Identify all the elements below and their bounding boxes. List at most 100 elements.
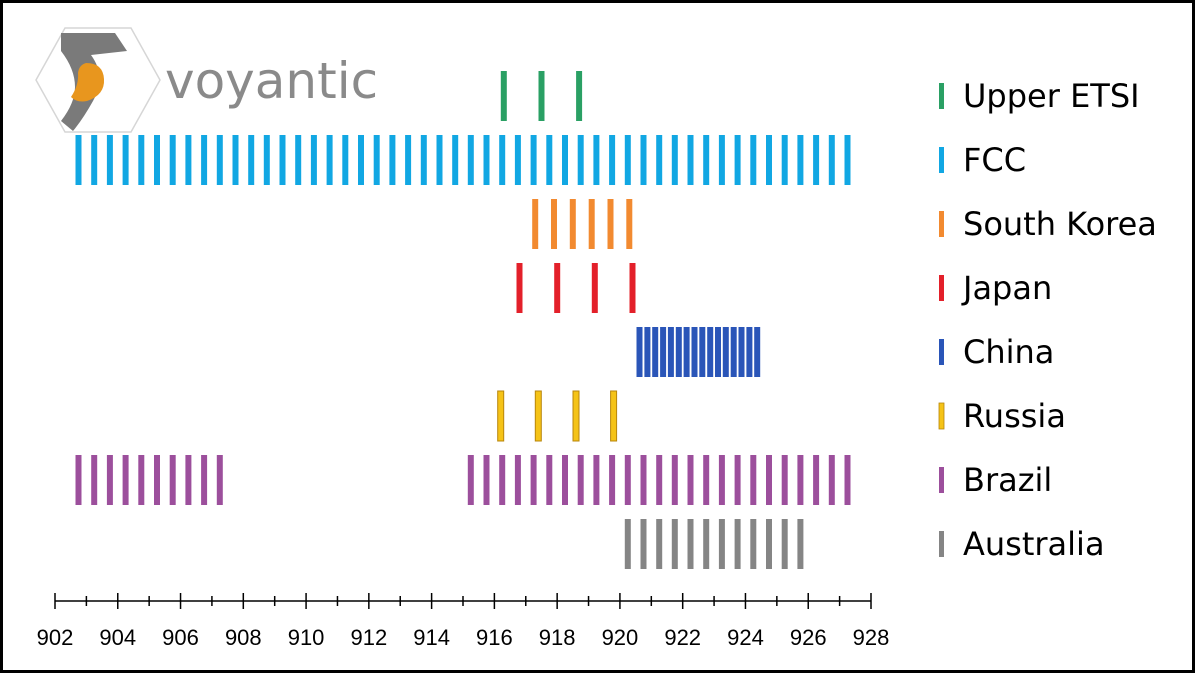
channel-bar bbox=[326, 135, 333, 185]
channel-bar bbox=[703, 455, 710, 505]
channel-bar bbox=[718, 519, 725, 569]
channel-bar bbox=[532, 199, 539, 249]
channel-bar bbox=[310, 135, 317, 185]
channel-bar bbox=[138, 135, 145, 185]
channel-bar bbox=[640, 455, 647, 505]
channel-bar bbox=[750, 135, 757, 185]
channel-bar bbox=[675, 327, 682, 377]
channel-bar bbox=[562, 135, 568, 185]
channel-bar bbox=[514, 455, 521, 505]
channel-bar bbox=[122, 135, 129, 185]
x-tick-label: 924 bbox=[727, 625, 764, 650]
logo-orange-shape-icon bbox=[71, 63, 105, 102]
channel-bar bbox=[644, 327, 651, 377]
channel-bar bbox=[169, 135, 176, 185]
x-tick-label: 916 bbox=[476, 625, 513, 650]
legend-swatch bbox=[939, 275, 944, 301]
channel-bar bbox=[593, 455, 600, 505]
channel-bar bbox=[467, 455, 474, 505]
channel-bar bbox=[754, 327, 761, 377]
channel-bar bbox=[538, 71, 545, 121]
channel-bar bbox=[656, 455, 663, 505]
channel-bar bbox=[703, 135, 710, 185]
channel-bar bbox=[588, 199, 595, 249]
channel-bar bbox=[185, 135, 192, 185]
channel-bar bbox=[483, 455, 490, 505]
channel-bar bbox=[687, 455, 694, 505]
channel-bar bbox=[295, 135, 302, 185]
x-tick-label: 902 bbox=[37, 625, 74, 650]
channel-bar bbox=[562, 455, 568, 505]
channel-bar bbox=[138, 455, 145, 505]
channel-bar bbox=[730, 327, 737, 377]
channel-bar bbox=[516, 263, 523, 313]
channel-bar bbox=[572, 390, 580, 442]
channel-bar bbox=[201, 455, 208, 505]
channel-bar bbox=[652, 327, 659, 377]
x-tick-label: 926 bbox=[790, 625, 827, 650]
channel-bar bbox=[497, 390, 505, 442]
legend-item: Upper ETSI bbox=[939, 77, 1140, 115]
x-tick-label: 920 bbox=[602, 625, 639, 650]
legend-label: Australia bbox=[963, 525, 1105, 563]
x-tick-label: 912 bbox=[350, 625, 387, 650]
legend-label: FCC bbox=[963, 141, 1026, 179]
channel-bar bbox=[718, 135, 725, 185]
channel-bar bbox=[640, 135, 647, 185]
channel-bar bbox=[106, 455, 113, 505]
channel-bar bbox=[577, 135, 584, 185]
channel-bar bbox=[534, 390, 542, 442]
channel-bar bbox=[781, 519, 788, 569]
channel-bar bbox=[624, 519, 631, 569]
channel-bar bbox=[389, 135, 396, 185]
channel-bar bbox=[154, 135, 160, 185]
x-tick-label: 908 bbox=[225, 625, 262, 650]
channel-bar bbox=[91, 455, 98, 505]
channel-bar bbox=[667, 327, 674, 377]
channel-bar bbox=[436, 135, 443, 185]
x-tick-label: 910 bbox=[288, 625, 325, 650]
channel-bar bbox=[813, 135, 820, 185]
legend-label: Brazil bbox=[963, 461, 1052, 499]
series-russia bbox=[497, 390, 618, 442]
channel-bar bbox=[499, 135, 506, 185]
channel-bar bbox=[358, 135, 364, 185]
channel-bar bbox=[91, 135, 98, 185]
channel-bar bbox=[797, 519, 804, 569]
channel-bar bbox=[499, 455, 506, 505]
channel-bar bbox=[671, 519, 678, 569]
series-brazil bbox=[75, 455, 851, 505]
series-south-korea bbox=[532, 199, 633, 249]
channel-bar bbox=[420, 135, 427, 185]
channel-bar bbox=[500, 71, 507, 121]
channel-bar bbox=[546, 455, 553, 505]
channel-bar bbox=[122, 455, 129, 505]
series-upper-etsi bbox=[500, 71, 583, 121]
channel-bar bbox=[577, 455, 584, 505]
legend-swatch bbox=[939, 147, 944, 173]
channel-bar bbox=[467, 135, 474, 185]
channel-bar bbox=[514, 135, 521, 185]
channel-bar bbox=[738, 327, 745, 377]
legend-swatch bbox=[939, 339, 944, 365]
channel-bar bbox=[452, 135, 459, 185]
channel-bar bbox=[828, 135, 835, 185]
channel-bar bbox=[656, 135, 663, 185]
series-fcc bbox=[75, 135, 851, 185]
channel-bar bbox=[405, 135, 412, 185]
channel-bar bbox=[640, 519, 647, 569]
channel-bar bbox=[554, 263, 561, 313]
legend-swatch bbox=[938, 402, 945, 430]
legend-swatch bbox=[939, 83, 944, 109]
series-japan bbox=[516, 263, 636, 313]
channel-bar bbox=[626, 199, 633, 249]
channel-bar bbox=[718, 455, 725, 505]
legend-label: South Korea bbox=[963, 205, 1157, 243]
x-tick-label: 918 bbox=[539, 625, 576, 650]
channel-bar bbox=[734, 519, 741, 569]
channel-bar bbox=[609, 455, 616, 505]
legend-label: China bbox=[963, 333, 1054, 371]
channel-bar bbox=[216, 455, 223, 505]
legend-label: Japan bbox=[961, 269, 1052, 307]
legend-item: Japan bbox=[939, 269, 1052, 307]
